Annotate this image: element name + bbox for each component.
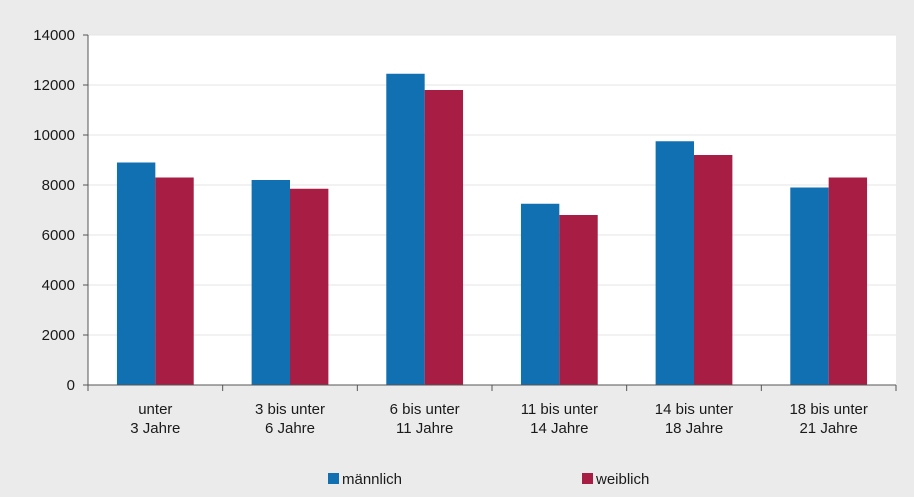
x-category-label-line: 6 bis unter — [390, 401, 460, 418]
legend-label: männlich — [342, 471, 402, 488]
x-category-label-line: 11 Jahre — [396, 420, 453, 437]
bar-weiblich — [424, 90, 464, 385]
y-axis-ticks: 0 2000 4000 6000 8000 10000 12000 14000 — [33, 27, 75, 394]
y-tick-label: 6000 — [42, 227, 75, 244]
axes — [83, 34, 897, 391]
gridlines — [88, 34, 896, 336]
legend-swatch — [582, 473, 593, 484]
legend: männlich weiblich — [328, 471, 649, 488]
x-category-label: 6 bis unter 11 Jahre — [390, 401, 460, 437]
y-tick-label: 10000 — [33, 127, 75, 144]
x-category-label-line: 3 Jahre — [130, 420, 180, 437]
y-tick-label: 2000 — [42, 327, 75, 344]
bar-weiblich — [155, 177, 194, 385]
y-tick-label: 8000 — [42, 177, 75, 194]
y-tick-label: 14000 — [33, 27, 75, 44]
x-category-label-line: 18 bis unter — [789, 401, 867, 418]
bar-maennlich — [116, 162, 156, 385]
y-tick-label: 4000 — [42, 277, 75, 294]
x-category-label-line: 14 bis unter — [655, 401, 733, 418]
x-category-label-line: 18 Jahre — [665, 420, 723, 437]
x-category-label-line: unter — [138, 401, 172, 418]
legend-label: weiblich — [595, 471, 649, 488]
bars — [116, 73, 868, 385]
y-tick-label: 12000 — [33, 77, 75, 94]
x-category-label: 18 bis unter 21 Jahre — [789, 401, 867, 437]
bar-weiblich — [290, 188, 329, 385]
x-category-label-line: 3 bis unter — [255, 401, 325, 418]
x-category-label: 3 bis unter 6 Jahre — [255, 401, 325, 437]
x-category-label: unter 3 Jahre — [130, 401, 180, 437]
x-category-label-line: 11 bis unter — [521, 401, 598, 418]
legend-swatch — [328, 473, 339, 484]
bar-maennlich — [520, 203, 560, 385]
bar-maennlich — [251, 180, 290, 385]
bar-weiblich — [828, 177, 868, 385]
x-category-label: 11 bis unter 14 Jahre — [521, 401, 598, 437]
x-category-label-line: 21 Jahre — [799, 420, 857, 437]
bar-maennlich — [386, 73, 425, 385]
x-category-label: 14 bis unter 18 Jahre — [655, 401, 733, 437]
bar-weiblich — [559, 215, 598, 385]
bar-maennlich — [655, 141, 694, 385]
y-tick-label: 0 — [67, 377, 75, 394]
x-axis-categories: unter 3 Jahre 3 bis unter 6 Jahre 6 bis unte… — [130, 401, 868, 437]
x-category-label-line: 6 Jahre — [265, 420, 315, 437]
plot-area — [88, 35, 896, 385]
bar-maennlich — [790, 187, 829, 385]
bar-weiblich — [694, 155, 733, 385]
x-category-label-line: 14 Jahre — [530, 420, 588, 437]
